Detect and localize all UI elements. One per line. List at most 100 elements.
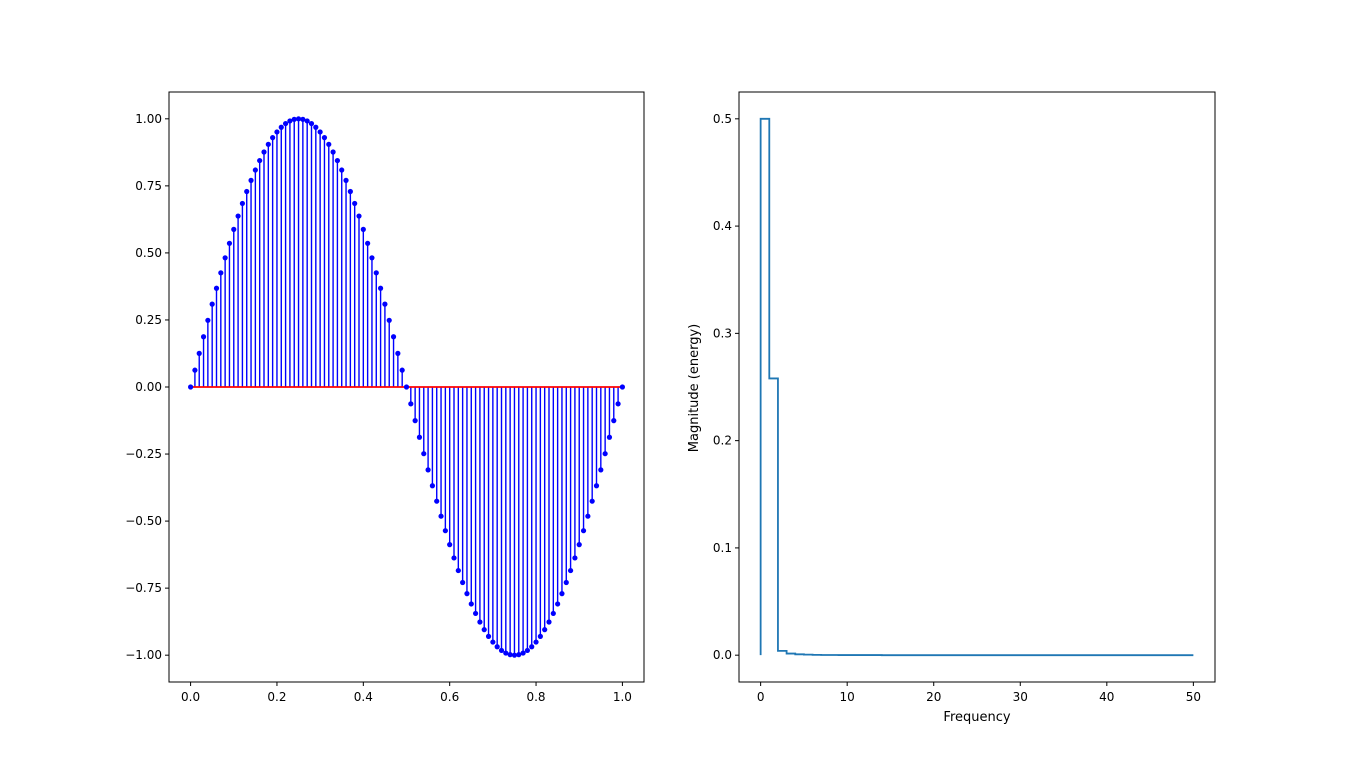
stem-marker	[330, 149, 336, 155]
stem-plot-y-tick-label: 1.00	[135, 112, 162, 126]
stem-marker	[572, 555, 578, 561]
stem-plot-y-ticks: 1.00 0.75 0.50 0.25 0.00 −0.25 −0.50 −0.75 −1.00	[125, 112, 169, 662]
stem-marker	[408, 401, 414, 407]
stem-marker	[360, 226, 366, 232]
stem-marker	[213, 285, 220, 291]
stem-marker	[226, 240, 233, 246]
stem-marker	[511, 652, 518, 658]
stem-marker	[399, 367, 405, 373]
stem-marker	[291, 116, 297, 122]
stem-marker	[218, 270, 224, 276]
stem-marker	[356, 213, 362, 219]
stem-marker	[386, 317, 392, 323]
stem-plot-x-tick-label: 0.2	[267, 690, 286, 704]
stem-marker	[373, 270, 379, 276]
spectrum-plot-axes: 0 10 20 30 40 50 0.0 0.1 0.2 0.3 0.4 0.5 Frequency…	[687, 91, 1216, 725]
spectrum-plot-x-ticks: 0 10 20 30 40 50	[757, 682, 1201, 704]
stem-marker	[555, 601, 561, 607]
stem-marker	[529, 644, 535, 650]
spectrum-plot-frame	[738, 91, 1216, 683]
stem-plot-x-tick-label: 0.0	[181, 690, 200, 704]
stem-marker	[524, 647, 531, 654]
stem-plot-y-tick-label: −0.25	[125, 447, 162, 461]
spectrum-x-axis-label: Frequency	[943, 710, 1010, 725]
stem-plot-y-tick-label: 0.00	[135, 380, 162, 394]
stem-marker	[494, 644, 500, 650]
stem-marker	[270, 135, 276, 141]
stem-marker	[576, 542, 582, 548]
spectrum-plot-x-tick-label: 50	[1186, 690, 1201, 704]
spectrum-plot-marks	[759, 117, 1194, 657]
stem-marker	[460, 579, 466, 586]
stem-marker	[252, 167, 258, 173]
stem-marker	[313, 124, 319, 130]
stem-plot-y-tick-label: −0.50	[125, 514, 162, 528]
stem-marker	[395, 350, 401, 356]
stem-marker	[416, 434, 423, 440]
stem-plot-x-tick-label: 0.8	[526, 690, 545, 704]
stem-plot-y-tick-label: 0.75	[135, 179, 162, 193]
stem-marker	[516, 652, 522, 658]
stem-marker	[287, 118, 293, 124]
stem-plot-frame	[168, 91, 645, 683]
stem-marker	[559, 591, 565, 597]
stem-marker	[347, 188, 353, 195]
stem-marker	[507, 652, 513, 658]
stem-marker	[265, 141, 271, 147]
stem-marker	[412, 418, 418, 424]
stem-marker	[563, 579, 569, 586]
stem-marker	[304, 118, 310, 124]
spectrum-plot-x-tick-label: 40	[1099, 690, 1114, 704]
stem-marker	[481, 627, 487, 633]
stem-plot-y-tick-label: 0.50	[135, 246, 162, 260]
stem-marker	[321, 135, 328, 141]
stem-marker	[295, 116, 302, 122]
stem-marker	[468, 601, 474, 607]
stem-marker	[261, 149, 267, 155]
stem-marker	[615, 401, 621, 407]
stem-marker	[490, 639, 496, 645]
stem-marker	[365, 240, 371, 246]
stem-plot-x-tick-label: 0.6	[440, 690, 459, 704]
stem-marker	[421, 451, 427, 457]
stem-marker	[589, 498, 595, 504]
stem-marker	[192, 367, 198, 373]
stem-marker	[187, 384, 194, 390]
stem-plot-x-tick-label: 0.4	[354, 690, 373, 704]
stem-marker	[352, 200, 358, 207]
spectrum-plot-x-tick-label: 10	[840, 690, 855, 704]
stem-marker	[231, 226, 237, 232]
stem-marker	[598, 467, 604, 473]
spectrum-y-axis-label: Magnitude (energy)	[687, 324, 702, 452]
stem-marker	[498, 647, 505, 654]
spectrum-plot-y-tick-label: 0.0	[713, 648, 732, 662]
stem-marker	[537, 633, 543, 639]
spectrum-plot-x-tick-label: 20	[926, 690, 941, 704]
stem-plot-y-tick-label: −1.00	[125, 648, 162, 662]
stem-marker	[274, 129, 280, 135]
stem-marker	[308, 120, 315, 127]
stem-marker	[200, 334, 207, 340]
stem-marker	[606, 434, 613, 440]
stem-marker	[205, 317, 211, 323]
stem-marker	[533, 639, 539, 645]
stem-marker	[369, 255, 375, 261]
stem-marker	[472, 610, 479, 617]
spectrum-plot-x-tick-label: 30	[1013, 690, 1028, 704]
stem-marker	[464, 591, 470, 597]
stem-marker	[442, 528, 448, 534]
stem-marker	[282, 120, 289, 127]
stem-marker	[343, 177, 349, 183]
stem-marker	[339, 167, 345, 173]
stem-marker	[248, 177, 254, 183]
stem-marker	[542, 627, 548, 633]
stem-marker	[593, 483, 600, 489]
stem-plot-x-ticks: 0.0 0.2 0.4 0.6 0.8 1.0	[181, 682, 632, 704]
stem-marker	[390, 334, 397, 340]
stem-plot-x-tick-label: 1.0	[613, 690, 632, 704]
stem-marker	[447, 542, 453, 548]
spectrum-plot-y-tick-label: 0.1	[713, 541, 732, 555]
stem-marker	[425, 467, 431, 473]
